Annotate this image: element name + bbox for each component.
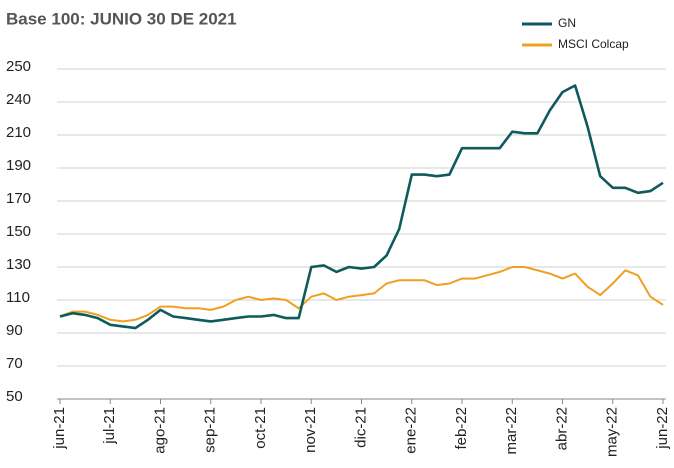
legend-label: GN (558, 16, 576, 30)
y-tick-label: 50 (6, 388, 23, 405)
x-tick-label: may-22 (604, 407, 621, 457)
x-tick-label: nov-21 (302, 407, 319, 453)
x-tick-label: ene-22 (403, 407, 420, 454)
y-tick-label: 210 (6, 124, 31, 141)
x-tick-label: ago-21 (151, 407, 168, 454)
series-line (59, 84, 664, 330)
y-tick-label: 190 (6, 157, 31, 174)
x-tick-label: abr-22 (553, 407, 570, 450)
x-tick-label: jun-22 (654, 407, 671, 450)
y-tick-label: 250 (6, 58, 31, 75)
chart-title: Base 100: JUNIO 30 DE 2021 (6, 9, 237, 28)
y-tick-label: 90 (6, 322, 23, 339)
x-tick-label: jun-21 (51, 407, 68, 450)
x-tick-label: dic-21 (352, 407, 369, 448)
x-tick-label: feb-22 (453, 407, 470, 450)
x-tick-label: jul-21 (101, 407, 118, 445)
y-tick-label: 130 (6, 256, 31, 273)
series-line (59, 266, 664, 323)
y-tick-label: 110 (6, 289, 30, 306)
y-tick-label: 70 (6, 355, 23, 372)
x-tick-label: sep-21 (202, 407, 219, 453)
y-tick-label: 240 (6, 91, 31, 108)
x-tick-label: mar-22 (503, 407, 520, 455)
x-tick-label: oct-21 (252, 407, 269, 449)
y-tick-label: 170 (6, 190, 31, 207)
legend-label: MSCI Colcap (558, 37, 629, 51)
y-tick-label: 150 (6, 223, 31, 240)
